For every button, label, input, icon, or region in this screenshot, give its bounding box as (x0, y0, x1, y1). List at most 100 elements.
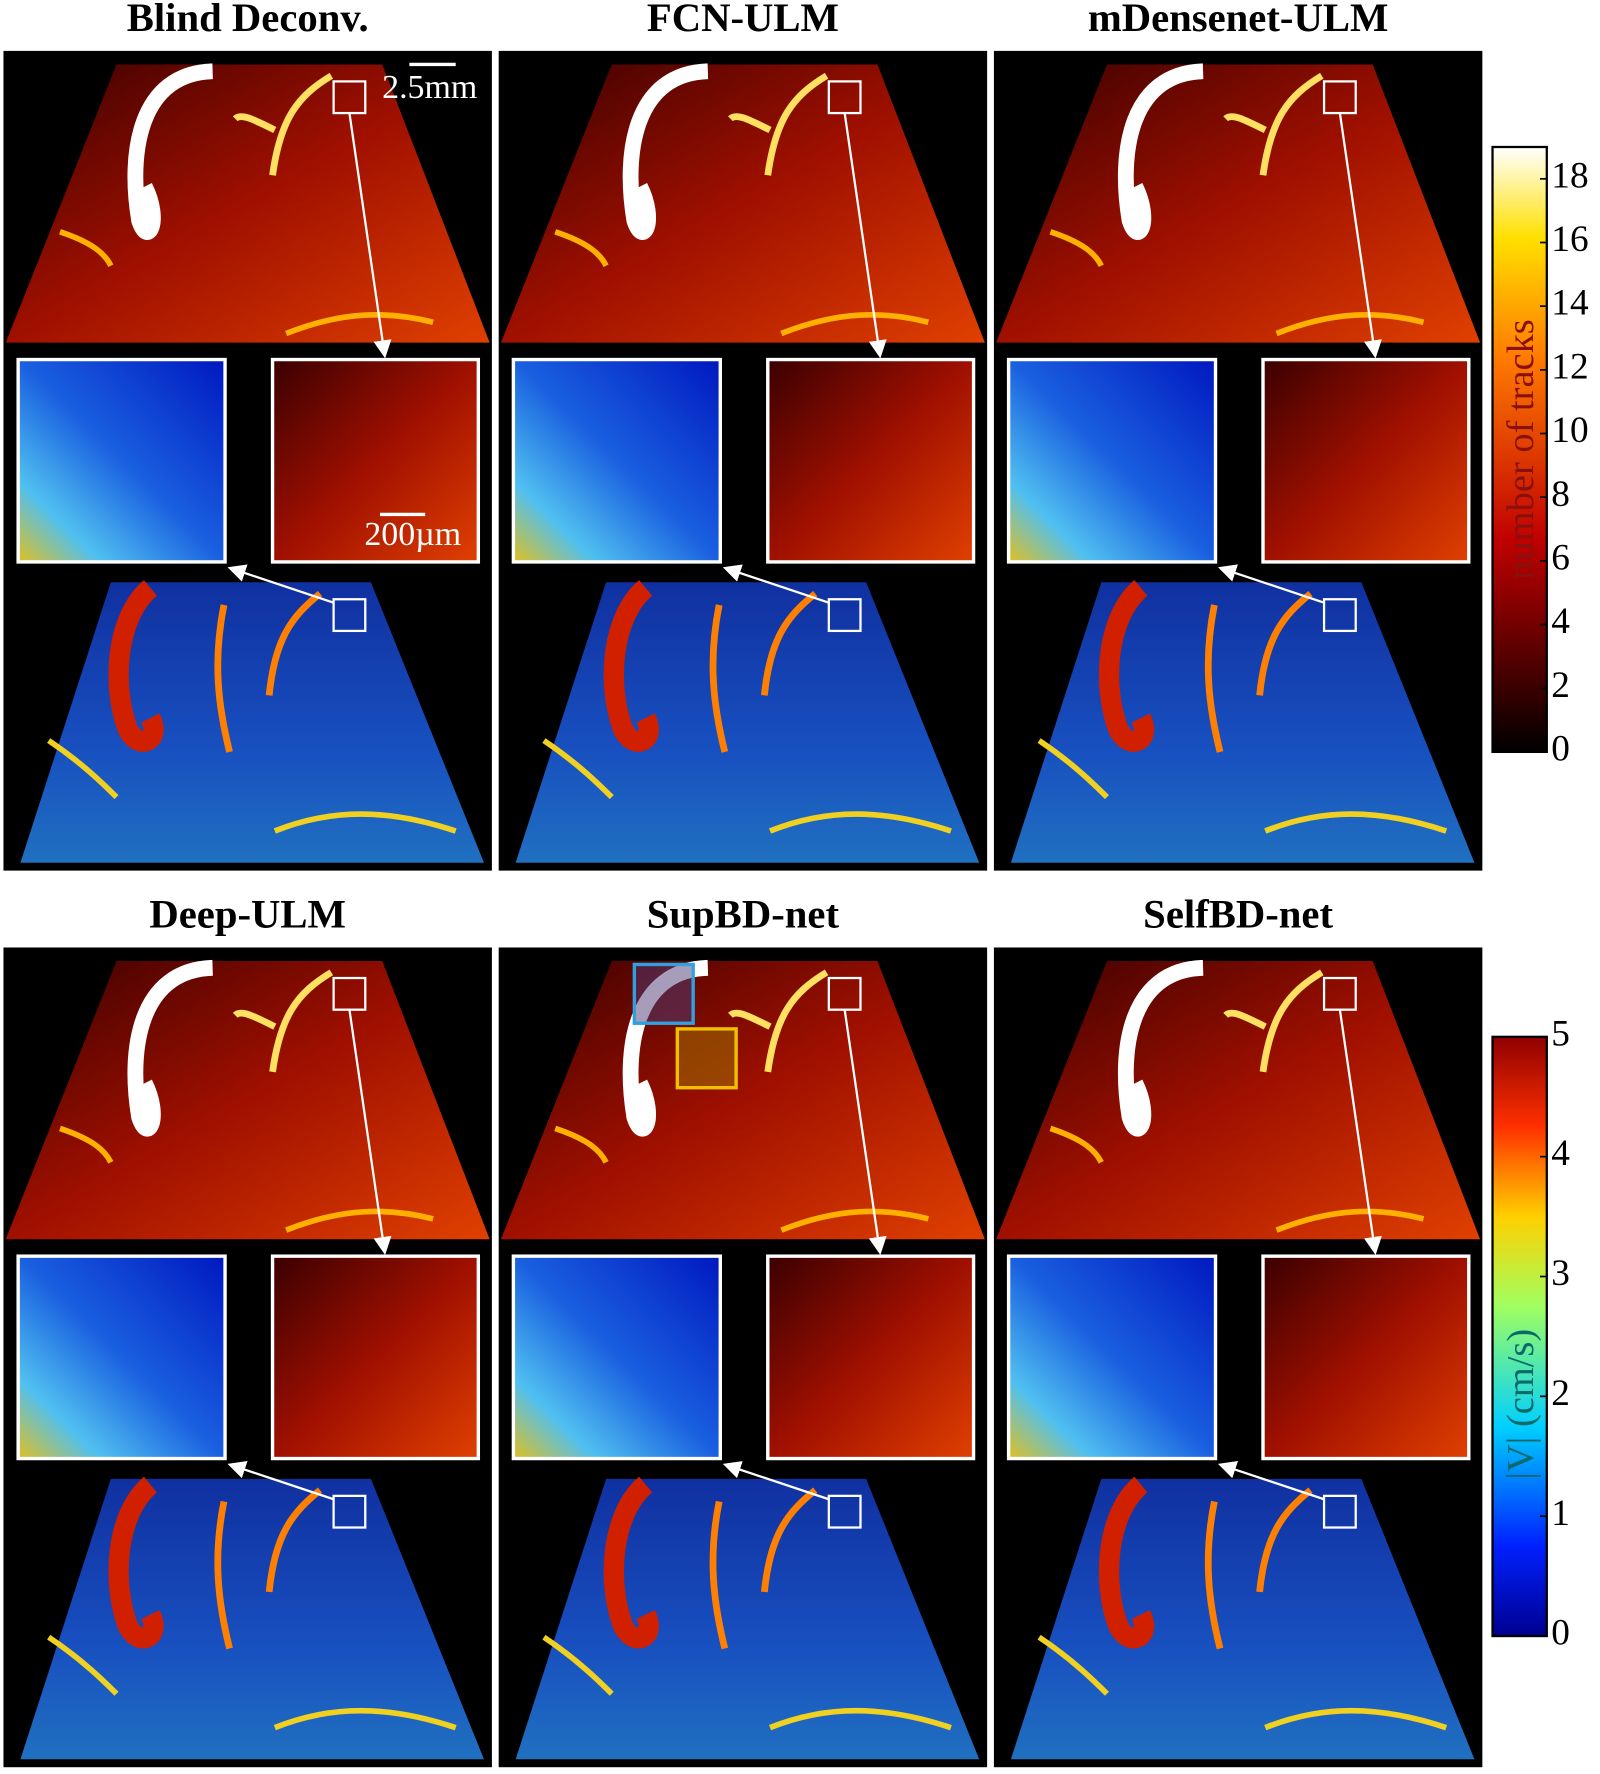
density-inset (270, 1254, 481, 1461)
roi-box (1322, 598, 1357, 633)
panel-title: Blind Deconv. (127, 0, 369, 40)
density-map (5, 64, 490, 343)
vessel (59, 1125, 434, 1233)
colorbar-tick-label: 8 (1551, 474, 1570, 515)
density-inset (766, 357, 976, 564)
colorbar-label: number of tracks (1500, 319, 1542, 579)
vessel (622, 63, 709, 240)
colorbar-tick-label: 0 (1551, 1613, 1570, 1654)
panel (498, 50, 988, 871)
panel (993, 947, 1483, 1768)
arrow (227, 1461, 334, 1501)
panel (498, 947, 988, 1768)
velocity-inset (16, 1254, 227, 1461)
colorbar-tick-label: 10 (1551, 410, 1588, 451)
vessel (214, 1487, 323, 1650)
panel (3, 947, 492, 1768)
vessel (1037, 738, 1448, 834)
vessel (127, 63, 214, 240)
arrow (348, 1009, 392, 1255)
arrow (722, 564, 830, 604)
colorbar (1491, 145, 1548, 754)
vessel (1049, 1125, 1425, 1233)
roi-box (632, 962, 695, 1025)
panel-title: FCN-ULM (647, 0, 839, 40)
vessel (603, 1476, 659, 1649)
vessel (108, 580, 164, 752)
roi-box (675, 1027, 738, 1090)
colorbar-tick-label: 3 (1551, 1253, 1570, 1294)
vessel (1117, 63, 1204, 240)
arrow (1218, 564, 1325, 604)
colorbar-tick-label: 0 (1551, 728, 1570, 769)
colorbar-tick-label: 5 (1551, 1013, 1570, 1054)
colorbar-tick-label: 2 (1551, 1373, 1570, 1414)
velocity-map (1010, 582, 1475, 863)
vessel (1098, 580, 1155, 752)
scale-bar-label: 2.5mm (382, 69, 477, 106)
colorbar-tick-label: 2 (1551, 665, 1570, 706)
vessel (108, 1476, 164, 1649)
colorbar-tick-label: 18 (1551, 155, 1588, 196)
roi-box (1322, 1494, 1357, 1529)
density-inset (766, 1254, 976, 1461)
roi-box (332, 598, 367, 633)
scale-bar-label: 200µm (364, 516, 461, 553)
vessel (1204, 1487, 1313, 1650)
arrow (1338, 112, 1382, 359)
panel: 2.5mm 200µm (3, 50, 492, 871)
arrow (227, 564, 334, 604)
velocity-inset (511, 357, 722, 564)
density-inset (270, 357, 481, 564)
arrow (1218, 1461, 1325, 1501)
vessel (1037, 1634, 1448, 1731)
colorbar-tick-label: 14 (1551, 283, 1589, 324)
roi-box (827, 598, 862, 633)
density-map (996, 64, 1481, 343)
density-map (996, 961, 1481, 1240)
vessel (1049, 229, 1425, 337)
velocity-inset (1006, 357, 1218, 564)
velocity-map (515, 582, 980, 863)
vessel (47, 1634, 457, 1731)
vessel (59, 229, 434, 337)
density-map (500, 961, 985, 1240)
arrow (722, 1461, 830, 1501)
vessel (728, 969, 829, 1073)
vessel (1098, 1476, 1155, 1649)
vessel (127, 959, 214, 1137)
panel-title: Deep-ULM (149, 891, 346, 936)
velocity-inset (16, 357, 227, 564)
vessel (554, 229, 930, 337)
panel-title: SelfBD-net (1143, 891, 1333, 936)
vessel (542, 738, 952, 834)
colorbar (1491, 1035, 1548, 1638)
velocity-map (20, 1478, 484, 1760)
roi-box (827, 1494, 862, 1529)
velocity-inset (1006, 1254, 1218, 1461)
vessel (1223, 72, 1324, 176)
velocity-map (1010, 1478, 1475, 1760)
colorbar-tick-label: 16 (1551, 219, 1588, 260)
colorbar-tick-label: 4 (1551, 1133, 1570, 1174)
panel-title: SupBD-net (647, 891, 840, 936)
vessel (214, 590, 323, 753)
panel (993, 50, 1483, 871)
density-map (5, 961, 490, 1240)
vessel (1223, 969, 1324, 1073)
colorbar-tick-label: 4 (1551, 601, 1570, 642)
roi-box (332, 1494, 367, 1529)
density-map (500, 64, 985, 343)
arrow (843, 112, 887, 359)
colorbar-tick-label: 1 (1551, 1493, 1570, 1534)
vessel (232, 969, 334, 1073)
colorbar-tick-label: 12 (1551, 346, 1588, 387)
arrow (843, 1009, 887, 1255)
vessel (232, 72, 334, 176)
velocity-inset (511, 1254, 722, 1461)
arrow (1338, 1009, 1382, 1255)
arrow (348, 112, 392, 359)
vessel (728, 72, 829, 176)
vessel (603, 580, 659, 752)
